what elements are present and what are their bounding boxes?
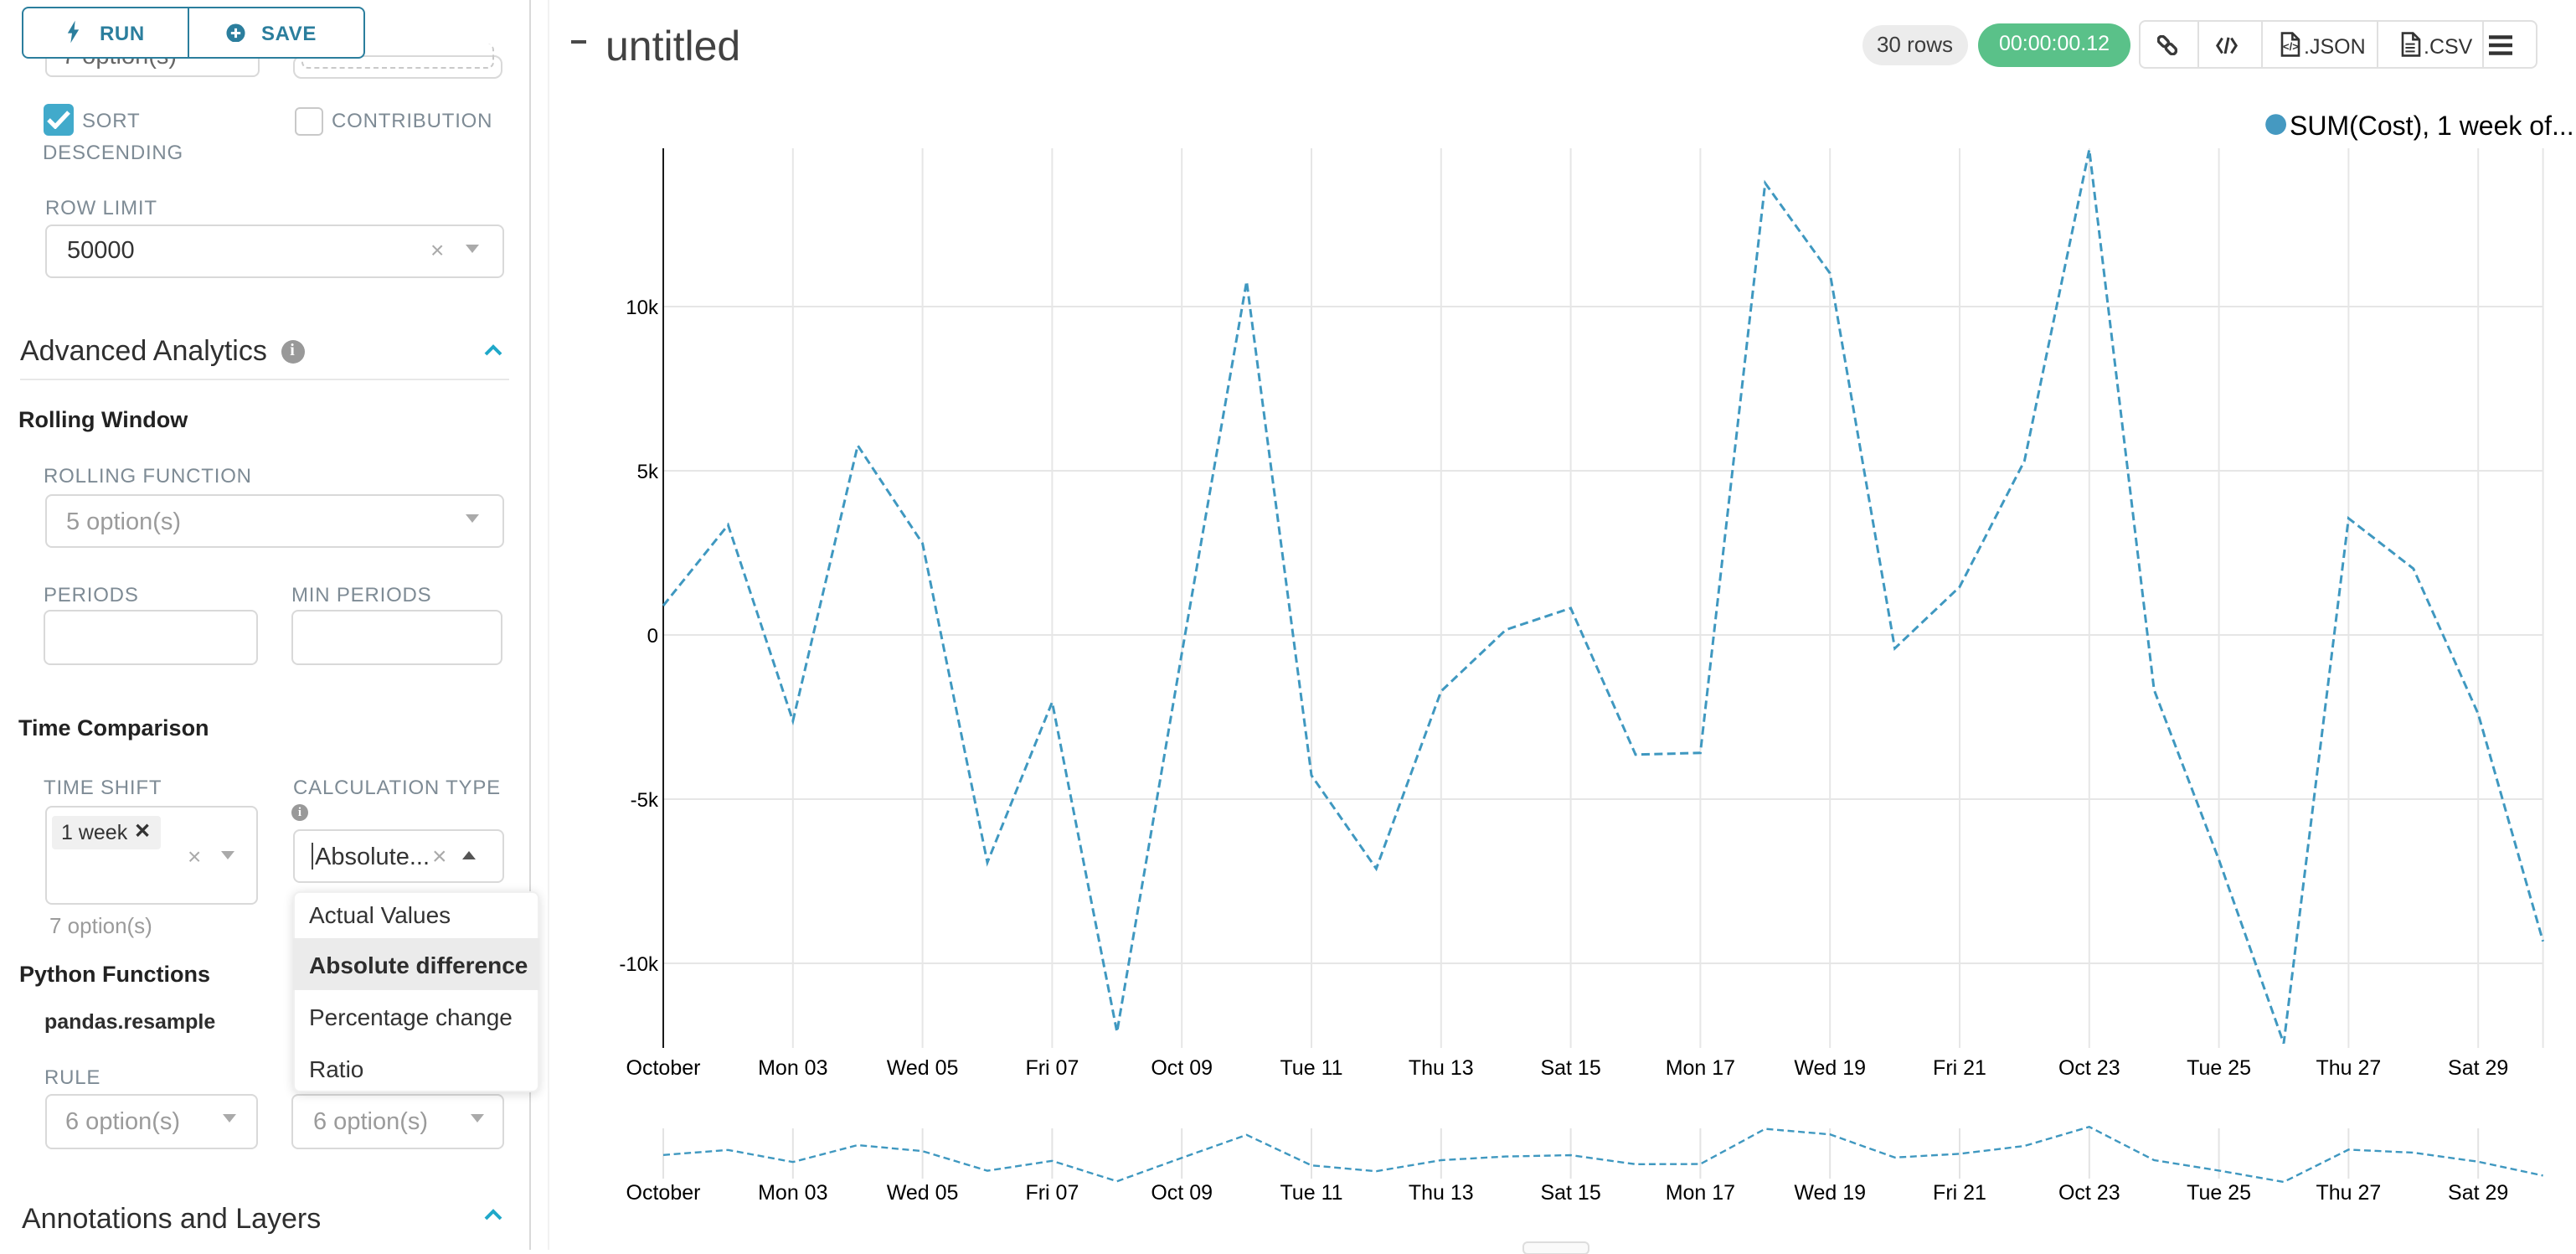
svg-text:5k: 5k <box>637 461 659 483</box>
svg-text:Thu 27: Thu 27 <box>2316 1056 2381 1080</box>
svg-text:Sat 15: Sat 15 <box>1540 1056 1600 1080</box>
svg-text:Fri 21: Fri 21 <box>1933 1056 1986 1080</box>
svg-text:0: 0 <box>647 625 658 648</box>
svg-text:October: October <box>626 1056 701 1080</box>
svg-text:Thu 27: Thu 27 <box>2316 1181 2381 1205</box>
svg-text:Mon 03: Mon 03 <box>758 1181 827 1205</box>
svg-text:Thu 13: Thu 13 <box>1409 1181 1474 1205</box>
svg-text:SUM(Cost), 1 week of...: SUM(Cost), 1 week of... <box>2290 111 2574 141</box>
svg-text:Oct 09: Oct 09 <box>1151 1056 1213 1080</box>
svg-text:Mon 17: Mon 17 <box>1666 1056 1735 1080</box>
svg-text:October: October <box>626 1181 701 1205</box>
svg-text:Sat 29: Sat 29 <box>2448 1181 2508 1205</box>
svg-text:Mon 17: Mon 17 <box>1666 1181 1735 1205</box>
svg-text:Tue 25: Tue 25 <box>2187 1181 2251 1205</box>
svg-text:Wed 19: Wed 19 <box>1794 1056 1866 1080</box>
svg-text:</>: </> <box>2283 40 2299 53</box>
svg-text:Wed 05: Wed 05 <box>887 1056 959 1080</box>
svg-text:Thu 13: Thu 13 <box>1409 1056 1474 1080</box>
svg-text:Fri 21: Fri 21 <box>1933 1181 1986 1205</box>
svg-text:Sat 15: Sat 15 <box>1540 1181 1600 1205</box>
svg-text:Wed 05: Wed 05 <box>887 1181 959 1205</box>
svg-text:Oct 23: Oct 23 <box>2058 1181 2120 1205</box>
svg-text:Wed 19: Wed 19 <box>1794 1181 1866 1205</box>
svg-text:Tue 11: Tue 11 <box>1280 1056 1342 1080</box>
svg-text:Fri 07: Fri 07 <box>1025 1056 1079 1080</box>
svg-text:Oct 09: Oct 09 <box>1151 1181 1213 1205</box>
svg-text:Tue 11: Tue 11 <box>1280 1181 1342 1205</box>
svg-text:-10k: -10k <box>619 953 659 976</box>
svg-text:Mon 03: Mon 03 <box>758 1056 827 1080</box>
svg-text:Fri 07: Fri 07 <box>1025 1181 1079 1205</box>
svg-text:Oct 23: Oct 23 <box>2058 1056 2120 1080</box>
svg-text:-5k: -5k <box>631 789 659 812</box>
svg-text:Tue 25: Tue 25 <box>2187 1056 2251 1080</box>
svg-text:Sat 29: Sat 29 <box>2448 1056 2508 1080</box>
svg-text:10k: 10k <box>626 297 659 319</box>
